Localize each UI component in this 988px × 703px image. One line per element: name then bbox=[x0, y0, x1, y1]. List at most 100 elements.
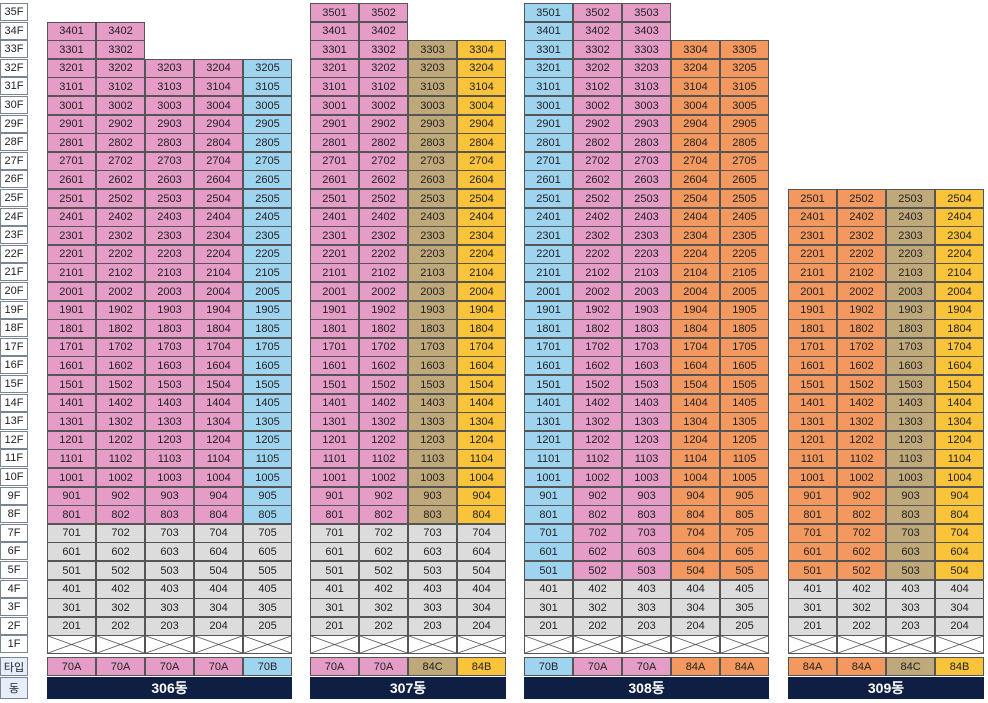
unit-cell: 201 bbox=[788, 616, 838, 636]
empty-floor-cell bbox=[720, 635, 770, 655]
unit-cell: 1301 bbox=[524, 412, 574, 432]
unit-cell: 2804 bbox=[194, 133, 244, 153]
floor-label: 5F bbox=[0, 561, 28, 579]
unit-cell: 3302 bbox=[359, 40, 409, 60]
unit-cell: 602 bbox=[96, 542, 146, 562]
unit-cell: 2803 bbox=[408, 133, 458, 153]
unit-cell: 1504 bbox=[935, 375, 985, 394]
unit-cell: 2502 bbox=[96, 189, 146, 208]
floor-label: 2F bbox=[0, 616, 28, 635]
unit-cell: 2403 bbox=[622, 207, 672, 227]
unit-cell: 901 bbox=[47, 486, 97, 506]
unit-cell: 2902 bbox=[573, 114, 623, 134]
unit-cell: 903 bbox=[886, 486, 936, 506]
floor-label: 15F bbox=[0, 375, 28, 393]
unit-cell: 3104 bbox=[671, 77, 721, 97]
unit-cell: 2004 bbox=[935, 282, 985, 301]
unit-cell: 2503 bbox=[408, 189, 458, 208]
unit-type-cell: 70B bbox=[524, 657, 574, 676]
unit-cell: 2902 bbox=[96, 114, 146, 134]
unit-cell: 1801 bbox=[310, 319, 360, 339]
unit-cell: 1303 bbox=[622, 412, 672, 432]
unit-cell: 2103 bbox=[408, 263, 458, 283]
unit-cell: 202 bbox=[573, 616, 623, 636]
unit-cell: 1003 bbox=[408, 468, 458, 487]
unit-cell: 1105 bbox=[243, 449, 293, 469]
unit-cell: 3102 bbox=[96, 77, 146, 97]
unit-cell: 1501 bbox=[524, 375, 574, 394]
unit-cell: 1604 bbox=[671, 356, 721, 376]
unit-cell: 504 bbox=[935, 561, 985, 580]
unit-cell: 701 bbox=[524, 523, 574, 543]
unit-cell: 601 bbox=[524, 542, 574, 562]
unit-type-cell: 84A bbox=[837, 657, 887, 676]
building-name-bar: 306동 bbox=[47, 677, 292, 699]
unit-cell: 801 bbox=[788, 505, 838, 525]
unit-cell: 1502 bbox=[573, 375, 623, 394]
unit-cell: 902 bbox=[96, 486, 146, 506]
unit-cell: 2905 bbox=[243, 114, 293, 134]
unit-cell: 1902 bbox=[96, 300, 146, 320]
unit-cell: 404 bbox=[194, 579, 244, 599]
unit-cell: 1004 bbox=[457, 468, 507, 487]
unit-cell: 2802 bbox=[359, 133, 409, 153]
unit-cell: 3305 bbox=[720, 40, 770, 60]
unit-cell: 2003 bbox=[408, 282, 458, 301]
floor-label: 18F bbox=[0, 319, 28, 338]
unit-cell: 504 bbox=[671, 561, 721, 580]
unit-cell: 2603 bbox=[408, 170, 458, 190]
unit-cell: 203 bbox=[622, 616, 672, 636]
floor-label: 19F bbox=[0, 300, 28, 319]
unit-cell: 2401 bbox=[524, 207, 574, 227]
unit-cell: 2303 bbox=[145, 226, 195, 246]
unit-cell: 1203 bbox=[622, 430, 672, 450]
unit-cell: 2505 bbox=[243, 189, 293, 208]
unit-cell: 403 bbox=[145, 579, 195, 599]
unit-type-cell: 70A bbox=[47, 657, 97, 676]
floor-label: 33F bbox=[0, 40, 28, 59]
unit-cell: 904 bbox=[194, 486, 244, 506]
unit-cell: 1703 bbox=[622, 337, 672, 357]
unit-cell: 604 bbox=[935, 542, 985, 562]
floor-label: 32F bbox=[0, 58, 28, 77]
unit-cell: 501 bbox=[524, 561, 574, 580]
empty-floor-cell bbox=[524, 635, 574, 655]
unit-cell: 1103 bbox=[622, 449, 672, 469]
unit-cell: 2704 bbox=[671, 151, 721, 171]
floor-label: 20F bbox=[0, 282, 28, 300]
unit-cell: 2103 bbox=[886, 263, 936, 283]
unit-cell: 3201 bbox=[47, 58, 97, 78]
unit-cell: 402 bbox=[359, 579, 409, 599]
unit-cell: 1704 bbox=[935, 337, 985, 357]
unit-cell: 2105 bbox=[243, 263, 293, 283]
unit-cell: 601 bbox=[310, 542, 360, 562]
unit-cell: 604 bbox=[457, 542, 507, 562]
floor-label: 14F bbox=[0, 393, 28, 412]
unit-cell: 501 bbox=[788, 561, 838, 580]
unit-cell: 1801 bbox=[47, 319, 97, 339]
unit-type-cell: 70B bbox=[243, 657, 293, 676]
unit-cell: 2103 bbox=[145, 263, 195, 283]
unit-cell: 2904 bbox=[457, 114, 507, 134]
unit-type-cell: 70A bbox=[96, 657, 146, 676]
unit-cell: 1201 bbox=[524, 430, 574, 450]
unit-cell: 304 bbox=[457, 598, 507, 618]
unit-cell: 2001 bbox=[47, 282, 97, 301]
unit-cell: 603 bbox=[622, 542, 672, 562]
unit-cell: 305 bbox=[720, 598, 770, 618]
unit-cell: 502 bbox=[573, 561, 623, 580]
unit-cell: 2102 bbox=[837, 263, 887, 283]
unit-cell: 2404 bbox=[194, 207, 244, 227]
unit-cell: 3203 bbox=[408, 58, 458, 78]
unit-cell: 1403 bbox=[408, 393, 458, 413]
unit-cell: 1002 bbox=[96, 468, 146, 487]
unit-cell: 2002 bbox=[837, 282, 887, 301]
unit-cell: 1704 bbox=[194, 337, 244, 357]
unit-cell: 1001 bbox=[524, 468, 574, 487]
unit-cell: 2104 bbox=[457, 263, 507, 283]
unit-cell: 2701 bbox=[310, 151, 360, 171]
unit-cell: 2205 bbox=[243, 244, 293, 264]
unit-cell: 302 bbox=[96, 598, 146, 618]
unit-cell: 3002 bbox=[359, 96, 409, 115]
unit-cell: 1802 bbox=[96, 319, 146, 339]
